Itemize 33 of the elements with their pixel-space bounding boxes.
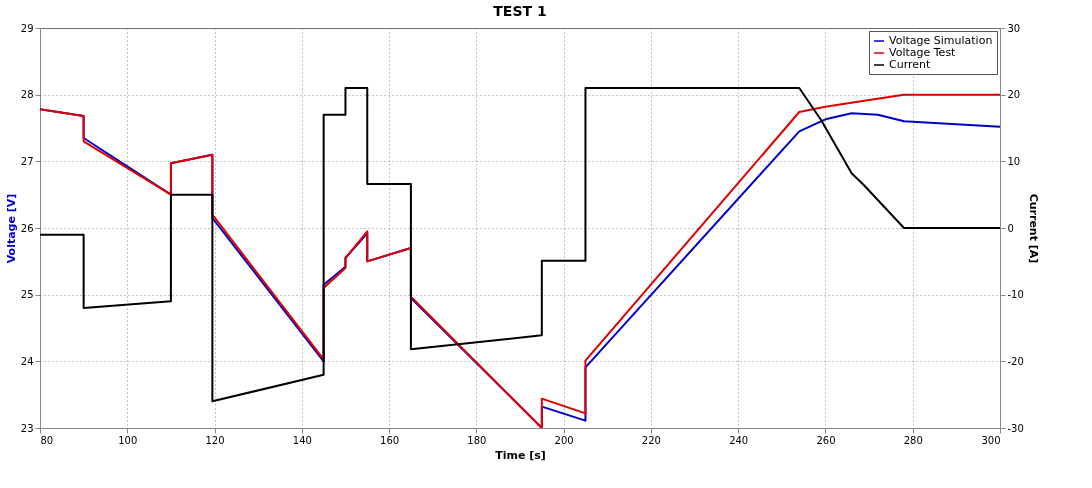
y-axis-title: Voltage [V] [4, 193, 18, 264]
y2-axis-title: Current [A] [1026, 193, 1040, 264]
y2-tick-label: -30 [1007, 422, 1024, 434]
x-tick-label: 260 [816, 434, 836, 446]
x-tick-label: 240 [729, 434, 749, 446]
x-tick-label: 100 [118, 434, 138, 446]
y-tick-label: 27 [20, 155, 34, 167]
legend-label: Voltage Simulation [889, 34, 993, 47]
x-tick-label: 120 [205, 434, 225, 446]
y-tick-label: 23 [20, 422, 34, 434]
x-tick-label: 200 [554, 434, 574, 446]
legend-label: Voltage Test [889, 46, 957, 59]
y2-tick-label: -20 [1007, 355, 1024, 367]
x-tick-label: 180 [467, 434, 487, 446]
y2-tick-label: 30 [1007, 22, 1021, 34]
x-tick-label: 80 [40, 434, 54, 446]
y2-tick-label: 10 [1007, 155, 1021, 167]
x-tick-label: 140 [292, 434, 312, 446]
y2-tick-label: -10 [1007, 289, 1024, 301]
y2-tick-label: 20 [1007, 89, 1021, 101]
x-axis-title: Time [s] [495, 448, 546, 462]
y-tick-label: 28 [20, 89, 34, 101]
x-tick-label: 220 [641, 434, 661, 446]
legend-label: Current [889, 58, 931, 71]
y-tick-label: 24 [20, 355, 34, 367]
chart-title: TEST 1 [493, 3, 547, 19]
y-tick-label: 29 [20, 22, 34, 34]
x-tick-label: 300 [981, 434, 1001, 446]
y-tick-label: 25 [20, 289, 34, 301]
y2-tick-label: 0 [1007, 222, 1014, 234]
y-tick-label: 26 [20, 222, 34, 234]
x-tick-label: 160 [380, 434, 400, 446]
x-tick-label: 280 [903, 434, 923, 446]
